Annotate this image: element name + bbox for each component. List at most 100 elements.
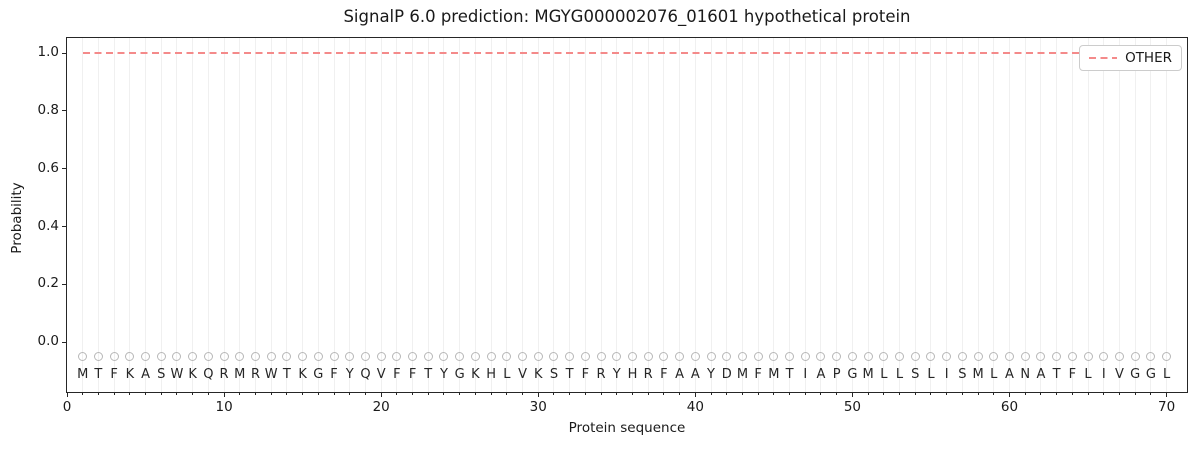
residue-marker	[423, 352, 433, 362]
residue-marker	[203, 352, 213, 362]
residue-marker	[659, 352, 669, 362]
x-axis-tick	[537, 392, 539, 397]
residue-marker	[643, 352, 653, 362]
residue-letter: L	[880, 366, 888, 382]
x-minor-tick	[286, 392, 288, 395]
gridline	[1103, 38, 1105, 392]
gridline	[1134, 38, 1136, 392]
gridline	[129, 38, 131, 392]
residue-marker	[957, 352, 967, 362]
x-minor-tick	[836, 392, 838, 395]
x-tick-label: 40	[686, 399, 704, 415]
residue-letter: T	[1052, 366, 1061, 382]
gridline	[254, 38, 256, 392]
residue-letter: A	[1005, 366, 1014, 382]
residue-letter: F	[330, 366, 338, 382]
x-minor-tick	[977, 392, 979, 395]
residue-marker	[455, 352, 465, 362]
gridline	[160, 38, 162, 392]
residue-letter: A	[141, 366, 150, 382]
gridline	[883, 38, 885, 392]
x-minor-tick	[302, 392, 304, 395]
residue-letter: G	[454, 366, 465, 382]
x-minor-tick	[804, 392, 806, 395]
x-axis-tick	[1008, 392, 1010, 397]
legend: OTHER	[1079, 45, 1182, 71]
x-axis-tick	[694, 392, 696, 397]
x-minor-tick	[647, 392, 649, 395]
residue-marker	[926, 352, 936, 362]
gridline	[694, 38, 696, 392]
gridline	[773, 38, 775, 392]
residue-letter: Y	[440, 366, 448, 382]
residue-letter: L	[503, 366, 511, 382]
residue-letter: T	[785, 366, 794, 382]
residue-marker	[675, 352, 685, 362]
y-tick-label: 0.8	[37, 101, 59, 118]
gridline	[380, 38, 382, 392]
y-axis-tick	[62, 226, 67, 228]
residue-letter: M	[862, 366, 874, 382]
y-axis-tick	[62, 52, 67, 54]
gridline	[223, 38, 225, 392]
residue-marker	[1130, 352, 1140, 362]
y-tick-label: 0.0	[37, 333, 59, 350]
y-tick-label: 1.0	[37, 44, 59, 61]
residue-marker	[345, 352, 355, 362]
residue-marker	[1036, 352, 1046, 362]
residue-letter: V	[376, 366, 386, 382]
gridline	[396, 38, 398, 392]
residue-marker	[785, 352, 795, 362]
residue-letter: D	[721, 366, 732, 382]
residue-marker	[722, 352, 732, 362]
x-minor-tick	[192, 392, 194, 395]
x-axis-tick	[223, 392, 225, 397]
residue-letter: M	[234, 366, 246, 382]
x-minor-tick	[1024, 392, 1026, 395]
x-axis-tick	[1166, 392, 1168, 397]
residue-marker	[156, 352, 166, 362]
x-minor-tick	[600, 392, 602, 395]
residue-letter: G	[1130, 366, 1141, 382]
x-minor-tick	[113, 392, 115, 395]
gridline	[1008, 38, 1010, 392]
x-minor-tick	[616, 392, 618, 395]
residue-letter: L	[990, 366, 998, 382]
residue-letter: F	[408, 366, 417, 382]
gridline	[522, 38, 524, 392]
residue-marker	[1146, 352, 1156, 362]
x-axis-tick	[380, 392, 382, 397]
residue-letter: Y	[612, 366, 621, 382]
gridline	[741, 38, 743, 392]
x-minor-tick	[412, 392, 414, 395]
residue-marker	[942, 352, 952, 362]
gridline	[977, 38, 979, 392]
residue-letter: K	[298, 366, 307, 382]
residue-marker	[690, 352, 700, 362]
gridline	[569, 38, 571, 392]
x-minor-tick	[789, 392, 791, 395]
x-minor-tick	[569, 392, 571, 395]
gridline	[490, 38, 492, 392]
gridline	[867, 38, 869, 392]
residue-marker	[282, 352, 292, 362]
residue-marker	[298, 352, 308, 362]
residue-letter: S	[911, 366, 920, 382]
gridline	[961, 38, 963, 392]
gridline	[286, 38, 288, 392]
x-tick-label: 70	[1157, 399, 1176, 415]
gridline	[459, 38, 461, 392]
residue-marker	[769, 352, 779, 362]
residue-letter: F	[754, 366, 762, 382]
residue-letter: Q	[203, 366, 214, 382]
residue-letter: F	[660, 366, 668, 382]
residue-marker	[125, 352, 135, 362]
residue-letter: L	[927, 366, 935, 382]
residue-marker	[753, 352, 763, 362]
x-minor-tick	[631, 392, 633, 395]
gridline	[145, 38, 147, 392]
x-minor-tick	[883, 392, 885, 395]
x-minor-tick	[207, 392, 209, 395]
gridline	[239, 38, 241, 392]
x-minor-tick	[867, 392, 869, 395]
